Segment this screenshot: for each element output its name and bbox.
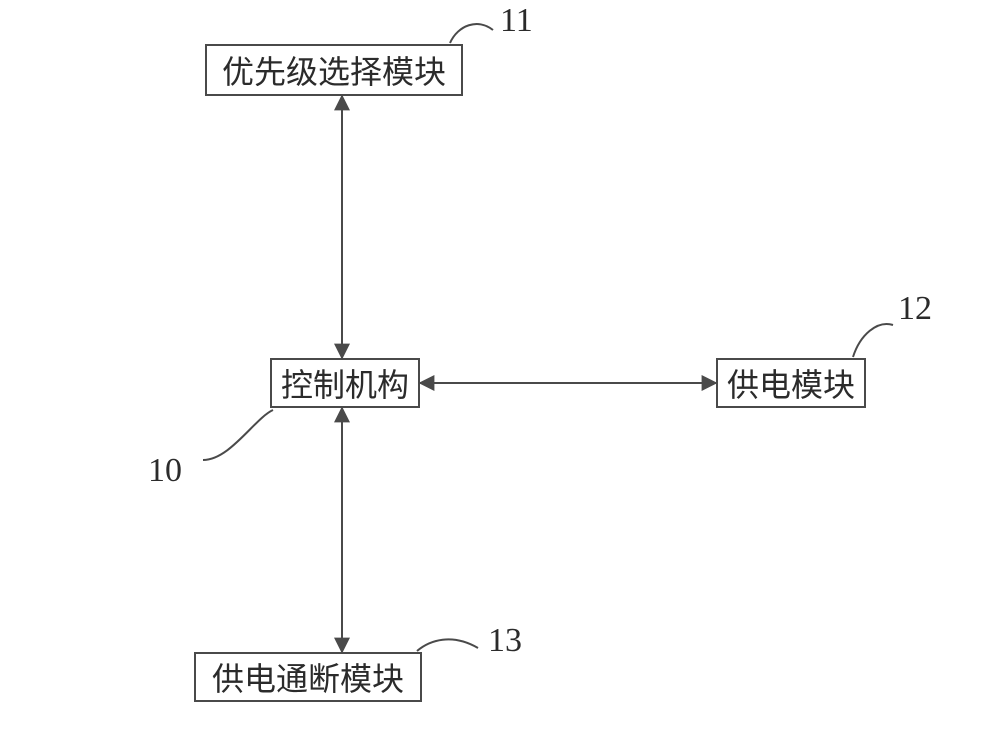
- node-control-mechanism: 控制机构: [270, 358, 420, 408]
- node-label: 优先级选择模块: [222, 47, 446, 93]
- node-priority-selection-module: 优先级选择模块: [205, 44, 463, 96]
- ref-label-12: 12: [898, 290, 932, 328]
- ref-label-11: 11: [500, 2, 533, 40]
- node-power-module: 供电模块: [716, 358, 866, 408]
- ref-label-10: 10: [148, 452, 182, 490]
- node-label: 供电模块: [727, 360, 855, 406]
- ref-label-13: 13: [488, 622, 522, 660]
- node-power-onoff-module: 供电通断模块: [194, 652, 422, 702]
- node-label: 供电通断模块: [212, 654, 404, 700]
- node-label: 控制机构: [281, 360, 409, 406]
- diagram-canvas: 优先级选择模块 11 控制机构 10 供电模块 12 供电通断模块 13: [0, 0, 1000, 735]
